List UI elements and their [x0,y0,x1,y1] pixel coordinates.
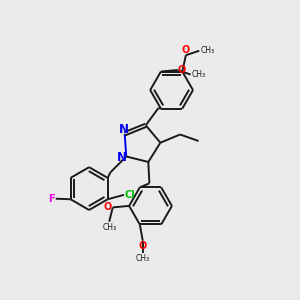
Text: O: O [103,202,112,212]
Text: CH₃: CH₃ [191,70,206,79]
Text: O: O [178,65,186,75]
Text: CH₃: CH₃ [136,254,150,263]
Text: O: O [139,242,147,251]
Text: CH₃: CH₃ [200,46,214,55]
Text: N: N [119,123,129,136]
Text: F: F [48,194,55,204]
Text: CH₃: CH₃ [102,223,116,232]
Text: N: N [117,151,127,164]
Text: Cl: Cl [124,190,135,200]
Text: O: O [181,45,189,55]
